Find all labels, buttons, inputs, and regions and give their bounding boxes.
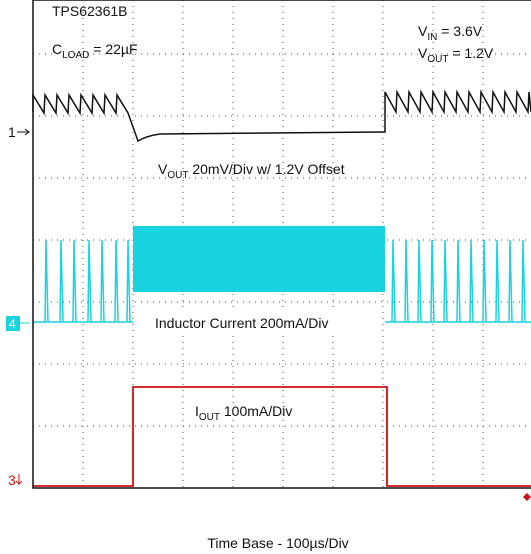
device-label: TPS62361B [52, 3, 128, 19]
spike [443, 239, 448, 323]
symbol: V [158, 161, 168, 177]
value: = 3.6V [437, 23, 482, 39]
spike [456, 239, 461, 323]
channel-marker: 3 [8, 472, 16, 488]
iout-trace [33, 386, 531, 487]
trace-label: VOUT 20mV/Div w/ 1.2V Offset [158, 161, 345, 181]
spike [100, 239, 105, 323]
marker-arrow [17, 128, 31, 136]
value: = 22µF [89, 41, 137, 57]
vout-trace [32, 89, 531, 143]
value: 20mV/Div w/ 1.2V Offset [188, 161, 344, 177]
label-bg [150, 312, 370, 334]
inductor-current-trace [33, 226, 531, 323]
subscript: OUT [167, 170, 188, 181]
spike [87, 239, 92, 323]
spike [417, 239, 422, 323]
switching-block [133, 226, 385, 292]
spike [126, 239, 131, 323]
spike [508, 239, 513, 323]
time-base-label: Time Base - 100µs/Div [207, 535, 348, 551]
spike [521, 239, 526, 323]
spike [430, 239, 435, 323]
symbol: I [195, 403, 199, 419]
marker-arrow [15, 474, 23, 486]
value: 100mA/Div [220, 403, 292, 419]
subscript: LOAD [62, 50, 89, 61]
edge-marker [523, 493, 531, 501]
symbol: V [418, 45, 428, 61]
spike [59, 239, 64, 323]
spike [469, 239, 474, 323]
value: = 1.2V [448, 45, 493, 61]
subscript: OUT [427, 54, 448, 65]
spike [72, 239, 77, 323]
symbol: C [52, 41, 62, 57]
spike [495, 239, 500, 323]
spike [114, 239, 119, 323]
trace-label: IOUT 100mA/Div [195, 403, 292, 423]
plot-border [32, 0, 531, 489]
channel-marker: 4 [9, 317, 16, 331]
vout-label: VOUT = 1.2V [418, 45, 494, 65]
spike [404, 239, 409, 323]
channel-marker-box [6, 316, 20, 331]
subscript: IN [427, 32, 437, 43]
subscript: OUT [199, 412, 220, 423]
spike [44, 239, 49, 323]
spike [391, 239, 396, 323]
symbol: V [418, 23, 428, 39]
channel-marker: 1 [8, 124, 16, 140]
spike [482, 239, 487, 323]
load-label: CLOAD = 22µF [52, 41, 138, 61]
vin-label: VIN = 3.6V [418, 23, 483, 43]
trace-label: Inductor Current 200mA/Div [155, 315, 329, 331]
